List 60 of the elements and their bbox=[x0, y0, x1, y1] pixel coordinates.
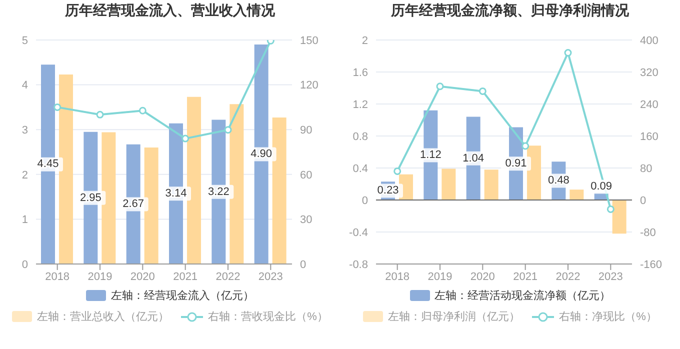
y2-tick-label: 30 bbox=[300, 214, 312, 226]
y-tick-label: 4 bbox=[22, 80, 28, 92]
y-tick-label: 1.2 bbox=[352, 98, 368, 111]
y2-tick-label: 400 bbox=[640, 34, 658, 47]
y2-tick-label: 240 bbox=[640, 98, 658, 111]
data-label: 2.95 bbox=[80, 192, 102, 204]
x-tick-label: 2019 bbox=[88, 270, 112, 283]
data-label: 2.67 bbox=[122, 198, 144, 210]
y2-tick-label: -80 bbox=[640, 226, 656, 239]
x-tick-label: 2020 bbox=[130, 270, 155, 283]
x-tick-label: 2021 bbox=[513, 270, 538, 283]
y2-tick-label: -160 bbox=[640, 258, 662, 271]
y2-tick-label: 0 bbox=[640, 194, 646, 207]
y-tick-label: 0.8 bbox=[352, 130, 368, 143]
y2-tick-label: 160 bbox=[640, 130, 658, 143]
y-tick-label: 1.6 bbox=[352, 66, 368, 79]
y-tick-label: 0.4 bbox=[352, 162, 368, 175]
y2-tick-label: 80 bbox=[640, 162, 652, 175]
y-tick-label: 1 bbox=[22, 214, 28, 226]
data-label: 3.22 bbox=[208, 186, 230, 198]
legend-label: 左轴：经营活动现金流净额（亿元） bbox=[434, 288, 610, 303]
x-tick-label: 2020 bbox=[470, 270, 495, 283]
legend-label: 右轴：净现比（%） bbox=[559, 310, 657, 324]
data-label: 1.12 bbox=[420, 149, 442, 162]
chart-title: 历年经营现金流入、营业收入情况 bbox=[64, 1, 276, 20]
y-tick-label: 2 bbox=[22, 169, 28, 182]
x-tick-label: 2019 bbox=[428, 270, 452, 283]
data-label: 3.14 bbox=[165, 188, 187, 200]
y-tick-label: 2 bbox=[362, 34, 368, 47]
y-tick-label: 0 bbox=[22, 258, 28, 271]
legend-label: 左轴：归母净利润（亿元） bbox=[388, 310, 520, 324]
data-label: 4.45 bbox=[37, 158, 59, 170]
data-label: 1.04 bbox=[462, 152, 484, 164]
y-tick-label: 5 bbox=[22, 34, 28, 47]
x-tick-label: 2022 bbox=[216, 270, 240, 283]
legend-label: 右轴：营收现金比（%） bbox=[208, 310, 328, 324]
x-tick-label: 2022 bbox=[556, 270, 580, 283]
x-tick-label: 2018 bbox=[385, 270, 410, 283]
x-tick-label: 2018 bbox=[45, 270, 70, 283]
chart-title: 历年经营现金流净额、归母净利润情况 bbox=[390, 1, 630, 20]
legend-label: 左轴：经营现金流入（亿元） bbox=[111, 288, 254, 303]
y2-tick-label: 90 bbox=[300, 124, 312, 137]
y-tick-label: 3 bbox=[22, 124, 28, 137]
x-tick-label: 2023 bbox=[598, 270, 623, 283]
x-tick-label: 2023 bbox=[258, 270, 283, 283]
legend-label: 左轴：营业总收入（亿元） bbox=[37, 310, 170, 324]
x-tick-label: 2021 bbox=[173, 270, 198, 283]
y2-tick-label: 60 bbox=[300, 169, 312, 182]
data-label: 4.90 bbox=[250, 148, 272, 160]
data-label: 0.23 bbox=[377, 184, 399, 197]
data-label: 0.09 bbox=[590, 180, 612, 193]
y2-tick-label: 120 bbox=[300, 80, 318, 92]
data-label: 0.91 bbox=[505, 158, 527, 170]
y2-tick-label: 150 bbox=[300, 34, 318, 47]
y2-tick-label: 0 bbox=[300, 258, 306, 271]
y-tick-label: -0.4 bbox=[349, 226, 368, 239]
y-tick-label: 0 bbox=[362, 194, 368, 207]
y-tick-label: -0.8 bbox=[349, 258, 368, 271]
data-label: 0.48 bbox=[548, 174, 570, 187]
y2-tick-label: 320 bbox=[640, 66, 658, 79]
